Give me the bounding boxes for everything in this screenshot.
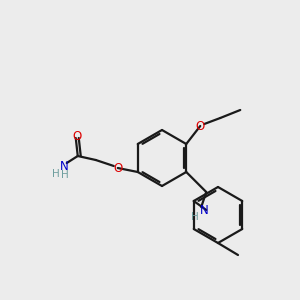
Text: H: H [191,212,199,222]
Text: N: N [200,203,208,217]
Text: O: O [113,161,122,175]
Text: O: O [196,119,205,133]
Text: H: H [52,169,60,179]
Text: N: N [59,160,68,172]
Text: O: O [73,130,82,142]
Text: H: H [61,170,69,180]
